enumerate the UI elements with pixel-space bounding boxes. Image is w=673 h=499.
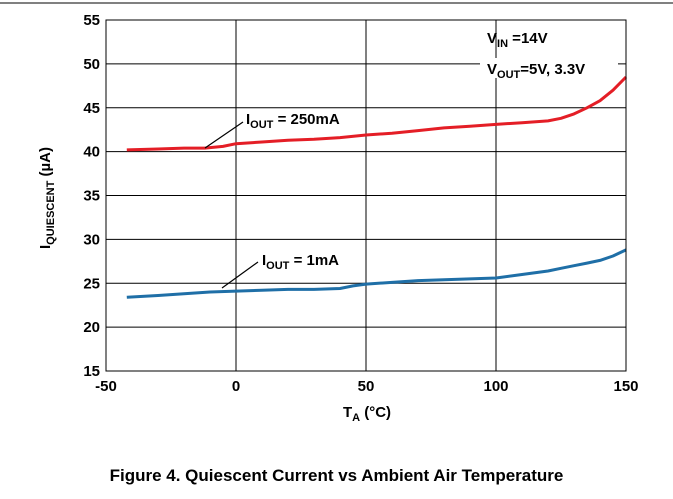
y-tick-label: 30: [83, 231, 100, 248]
conditions-annotation: VIN =14V VOUT=5V, 3.3V: [480, 30, 618, 81]
series-layer: [126, 75, 628, 299]
tick-labels: -50 0 50 100 150 15 20 25 30 35 40 45 50 55: [83, 12, 638, 395]
x-tick-label: 100: [483, 378, 508, 395]
y-tick-label: 40: [83, 144, 100, 161]
s1-sub: OUT: [266, 260, 290, 272]
vout-sub: OUT: [497, 69, 521, 81]
x-axis-label: TA (°C): [343, 404, 391, 424]
x-tick-label: 150: [613, 378, 638, 395]
x-label-main: T: [343, 404, 352, 421]
vin-text: =14V: [508, 30, 548, 47]
y-tick-label: 20: [83, 319, 100, 336]
s0-main: I: [246, 111, 250, 128]
vout-text: =5V, 3.3V: [520, 61, 585, 78]
s0-sub: OUT: [250, 119, 274, 131]
y-tick-label: 45: [83, 100, 100, 117]
y-label-unit: (µA): [37, 147, 54, 181]
series-line-250ma: [126, 75, 628, 152]
x-tick-label: 0: [232, 378, 240, 395]
s0-text: = 250mA: [273, 111, 339, 128]
series-name-250ma: IOUT = 250mA: [246, 111, 340, 131]
figure-caption: Figure 4. Quiescent Current vs Ambient A…: [109, 466, 564, 485]
leader-line-250ma: [204, 121, 244, 149]
y-tick-label: 50: [83, 56, 100, 73]
series-line-1ma: [126, 248, 627, 299]
y-label-main: I: [37, 245, 54, 249]
series-name-1ma: IOUT = 1mA: [262, 252, 339, 272]
plot-frame: [105, 19, 627, 372]
vin-sub: IN: [497, 38, 508, 50]
y-label-sub: QUIESCENT: [45, 180, 57, 244]
x-label-sub: A: [352, 412, 360, 424]
s1-text: = 1mA: [289, 252, 339, 269]
series-label-1ma: IOUT = 1mA: [221, 252, 339, 289]
x-tick-label: 50: [358, 378, 375, 395]
y-tick-label: 35: [83, 188, 100, 205]
vin-main: V: [487, 30, 497, 47]
y-tick-label: 55: [83, 12, 100, 29]
s1-main: I: [262, 252, 266, 269]
series-label-250ma: IOUT = 250mA: [204, 111, 340, 149]
y-axis-label: IQUIESCENT (µA): [37, 147, 57, 249]
leader-line-1ma: [221, 261, 259, 289]
condition-vout: VOUT=5V, 3.3V: [487, 61, 585, 81]
y-tick-label: 25: [83, 275, 100, 292]
x-tick-label: -50: [95, 378, 117, 395]
vout-main: V: [487, 61, 497, 78]
x-label-unit: (°C): [360, 404, 391, 421]
condition-vin: VIN =14V: [487, 30, 548, 50]
y-tick-label: 15: [83, 363, 100, 380]
conditions-backing: [480, 58, 618, 78]
